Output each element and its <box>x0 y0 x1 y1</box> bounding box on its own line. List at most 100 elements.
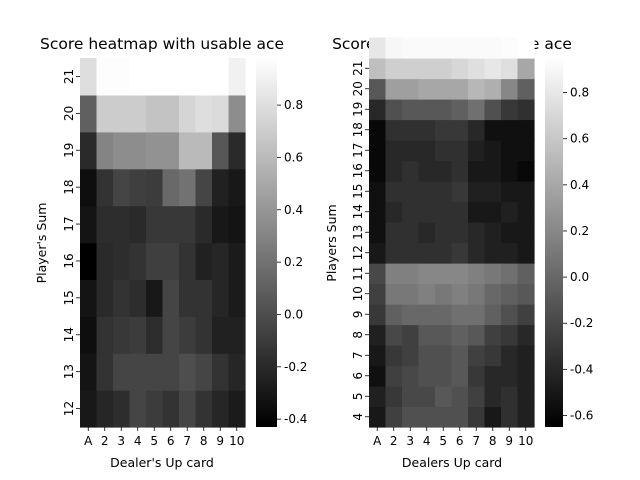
heatmap-cell <box>369 222 387 244</box>
y-tick-label: 16 <box>351 163 365 178</box>
heatmap-cell <box>451 201 469 223</box>
heatmap-cell <box>435 324 453 346</box>
heatmap-cell <box>212 242 230 280</box>
heatmap-cell <box>80 316 98 354</box>
heatmap-cell <box>228 279 246 317</box>
heatmap-cell <box>162 58 180 96</box>
heatmap-cell <box>468 345 486 367</box>
heatmap-cell <box>517 58 535 80</box>
heatmap-cell <box>385 160 403 182</box>
heatmap-cell <box>484 99 502 121</box>
heatmap-cell <box>501 58 519 80</box>
heatmap-cell <box>113 316 131 354</box>
heatmap-cell <box>162 390 180 428</box>
heatmap-cell <box>96 131 114 170</box>
chart-title: Score heatmap with usable ace <box>40 35 284 53</box>
x-tick-label: 4 <box>134 434 142 448</box>
y-tick-label: 6 <box>351 372 365 380</box>
heatmap-cell <box>451 222 469 244</box>
y-tick-label: 12 <box>351 245 365 260</box>
heatmap-cell <box>96 279 114 317</box>
heatmap-cell <box>369 283 387 305</box>
heatmap-cell <box>96 353 114 391</box>
heatmap-cell <box>402 201 420 223</box>
heatmap-cell <box>113 205 131 244</box>
y-tick-label: 15 <box>62 290 76 305</box>
heatmap-cell <box>146 168 164 207</box>
heatmap-cell <box>418 365 436 387</box>
heatmap-cell <box>146 131 164 170</box>
heatmap-cell <box>113 390 131 428</box>
heatmap-cell <box>369 365 387 387</box>
y-tick-label: 11 <box>351 266 365 281</box>
heatmap-cell <box>468 406 486 428</box>
y-tick-label: 13 <box>62 364 76 379</box>
heatmap-cell <box>212 58 230 96</box>
heatmap-cell <box>385 345 403 367</box>
heatmap-cell <box>402 304 420 326</box>
heatmap-cell <box>369 345 387 367</box>
y-tick-label: 13 <box>351 225 365 240</box>
heatmap-cell <box>435 160 453 182</box>
heatmap-cell <box>418 119 436 141</box>
heatmap-cell <box>501 119 519 141</box>
heatmap-cell <box>435 78 453 100</box>
heatmap-cell <box>435 37 453 59</box>
heatmap-cell <box>418 140 436 162</box>
heatmap-cell <box>385 324 403 346</box>
heatmap-cell <box>113 242 131 280</box>
heatmap-cell <box>113 94 131 133</box>
x-tick-label: 3 <box>406 434 414 448</box>
heatmap-cell <box>451 160 469 182</box>
heatmap-cell <box>212 390 230 428</box>
heatmap-cell <box>468 365 486 387</box>
heatmap-cell <box>484 160 502 182</box>
heatmap-cell <box>129 353 147 391</box>
heatmap-cell <box>418 406 436 428</box>
y-tick-label: 9 <box>351 310 365 318</box>
heatmap-cell <box>385 365 403 387</box>
heatmap-cell <box>435 406 453 428</box>
heatmap-cell <box>402 324 420 346</box>
y-tick-label: 20 <box>351 81 365 96</box>
colorbar-tick-label: 0.8 <box>284 98 303 112</box>
heatmap-cell <box>80 205 98 244</box>
heatmap-cell <box>228 390 246 428</box>
heatmap-cell <box>484 304 502 326</box>
heatmap-cell <box>468 119 486 141</box>
heatmap-cell <box>402 160 420 182</box>
y-tick-label: 17 <box>62 216 76 231</box>
heatmap-cell <box>435 201 453 223</box>
heatmap-cell <box>228 94 246 133</box>
x-tick-label: A <box>373 434 382 448</box>
heatmap-cell <box>402 345 420 367</box>
heatmap-cell <box>435 222 453 244</box>
heatmap-cell <box>501 365 519 387</box>
heatmap-cell <box>418 160 436 182</box>
colorbar-tick-label: -0.6 <box>570 408 593 422</box>
heatmap-cell <box>369 386 387 408</box>
heatmap-cell <box>402 37 420 59</box>
x-tick-label: 2 <box>101 434 109 448</box>
heatmap-cell <box>501 304 519 326</box>
heatmap-cell <box>451 242 469 264</box>
heatmap-cell <box>146 390 164 428</box>
heatmap-cell <box>517 160 535 182</box>
heatmap-cell <box>451 304 469 326</box>
colorbar <box>256 58 277 427</box>
heatmap-cell <box>179 205 197 244</box>
heatmap-cell <box>451 58 469 80</box>
heatmap-cell <box>468 201 486 223</box>
heatmap-cell <box>195 58 213 96</box>
heatmap-cell <box>212 279 230 317</box>
heatmap-cell <box>435 345 453 367</box>
heatmap-cell <box>385 386 403 408</box>
heatmap-cell <box>468 263 486 285</box>
heatmap-cell <box>501 283 519 305</box>
x-tick-label: 7 <box>472 434 480 448</box>
heatmap-cell <box>468 324 486 346</box>
heatmap-cell <box>517 324 535 346</box>
heatmap-cell <box>435 181 453 203</box>
heatmap-cell <box>484 242 502 264</box>
heatmap-cell <box>385 58 403 80</box>
